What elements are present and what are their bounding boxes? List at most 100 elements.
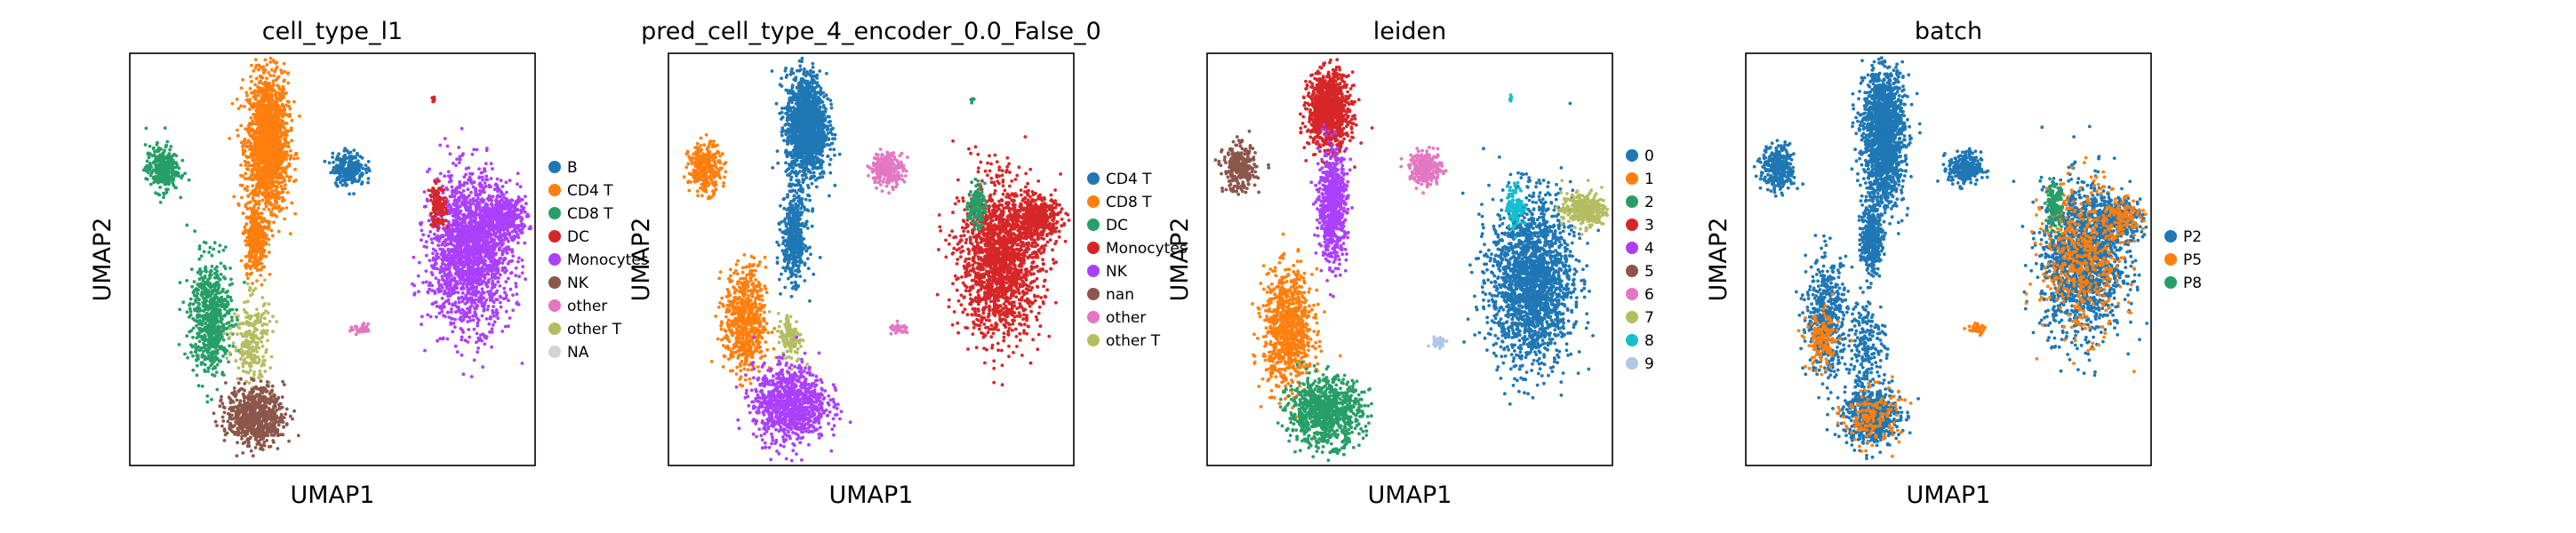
scatter-point	[258, 90, 262, 94]
scatter-point	[271, 130, 275, 134]
scatter-point	[248, 122, 252, 125]
scatter-point	[284, 155, 288, 159]
scatter-point	[267, 163, 271, 168]
scatter-point	[247, 216, 251, 220]
scatter-point	[143, 143, 148, 147]
scatter-point	[478, 208, 483, 212]
scatter-point	[249, 243, 253, 248]
scatter-point	[477, 212, 482, 217]
scatter-point	[257, 203, 261, 206]
scatter-point	[455, 157, 459, 162]
scatter-point	[288, 157, 292, 161]
scatter-point	[276, 190, 280, 195]
scatter-point	[476, 291, 480, 295]
scatter-point	[505, 251, 509, 255]
scatter-point	[360, 182, 364, 187]
scatter-point	[251, 195, 255, 200]
scatter-point	[484, 203, 488, 208]
scatter-point	[286, 145, 291, 149]
scatter-point	[472, 147, 476, 152]
scatter-point	[262, 187, 267, 191]
scatter-point	[462, 251, 467, 255]
scatter-point	[257, 142, 261, 147]
scatter-point	[434, 249, 437, 253]
scatter-point	[279, 68, 284, 72]
scatter-point	[335, 184, 340, 188]
scatter-point	[248, 147, 252, 152]
scatter-point	[432, 232, 436, 236]
scatter-point	[273, 141, 277, 146]
scatter-point	[276, 229, 281, 234]
scatter-point	[264, 199, 268, 203]
scatter-point	[468, 175, 472, 179]
scatter-point	[252, 164, 256, 169]
scatter-point	[332, 171, 336, 175]
scatter-point	[456, 290, 460, 295]
scatter-point	[246, 177, 250, 181]
scatter-point	[500, 261, 505, 265]
scatter-point	[500, 223, 505, 227]
scatter-point	[260, 179, 264, 183]
scatter-point	[462, 241, 466, 245]
scatter-point	[433, 291, 437, 296]
scatter-point	[470, 152, 475, 156]
scatter-point	[503, 290, 507, 295]
scatter-point	[156, 149, 161, 153]
scatter-point	[286, 81, 291, 85]
scatter-point	[271, 99, 276, 103]
scatter-point	[430, 241, 435, 245]
scatter-point	[260, 86, 265, 91]
scatter-point	[144, 126, 148, 131]
scatter-point	[461, 287, 466, 290]
scatter-point	[293, 167, 297, 171]
scatter-point	[268, 74, 272, 77]
scatter-point	[243, 225, 247, 229]
scatter-point	[250, 271, 253, 275]
scatter-point	[456, 305, 460, 309]
scatter-point	[468, 305, 472, 309]
scatter-point	[254, 131, 258, 135]
scatter-point	[469, 375, 474, 378]
scatter-point	[463, 196, 468, 200]
scatter-point	[257, 241, 261, 245]
scatter-point	[456, 239, 460, 243]
scatter-point	[487, 235, 492, 239]
scatter-point	[452, 198, 457, 203]
scatter-point	[490, 276, 494, 280]
scatter-point	[517, 197, 522, 202]
scatter-point	[251, 207, 255, 211]
scatter-point	[436, 290, 441, 294]
scatter-point	[475, 243, 478, 247]
scatter-point	[257, 199, 261, 203]
scatter-point	[466, 320, 470, 323]
scatter-point	[475, 331, 479, 336]
scatter-point	[468, 267, 473, 272]
scatter-point	[452, 325, 457, 330]
scatter-point	[252, 220, 257, 225]
scatter-point	[276, 76, 280, 80]
scatter-point	[495, 210, 500, 214]
scatter-point	[476, 226, 480, 230]
scatter-point	[446, 310, 450, 314]
scatter-point	[523, 241, 527, 245]
scatter-point	[515, 214, 519, 218]
scatter-point	[501, 193, 506, 197]
scatter-point	[512, 234, 516, 238]
scatter-point	[498, 284, 502, 288]
scatter-point	[244, 163, 248, 167]
scatter-point	[499, 256, 503, 260]
scatter-point	[244, 264, 247, 268]
scatter-point	[471, 318, 476, 322]
scatter-point	[280, 145, 284, 149]
scatter-point	[457, 161, 461, 165]
scatter-point	[274, 92, 277, 97]
scatter-point	[267, 82, 271, 85]
scatter-point	[454, 163, 458, 168]
scatter-point	[448, 195, 452, 199]
scatter-point	[492, 258, 497, 262]
scatter-point	[252, 235, 255, 239]
scatter-point	[244, 239, 247, 243]
scatter-point	[279, 155, 284, 160]
scatter-point	[529, 225, 532, 228]
scatter-point	[509, 271, 514, 274]
